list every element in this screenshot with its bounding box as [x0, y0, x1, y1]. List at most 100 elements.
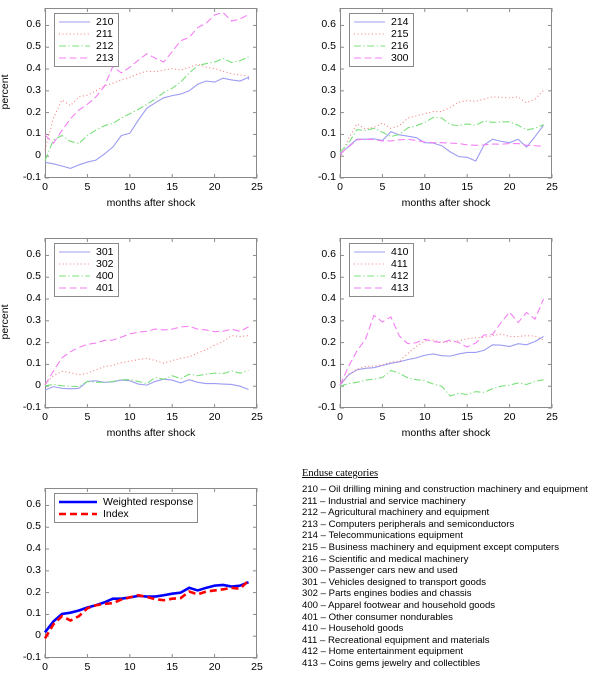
y-tick-label: 0.1 [26, 357, 41, 370]
y-tick-label: 0 [330, 149, 336, 162]
legend-item: 400 [58, 270, 114, 282]
x-tick-label: 15 [166, 411, 179, 423]
x-tick-label: 10 [123, 661, 136, 673]
y-tick-label: 0.3 [26, 563, 41, 576]
y-tick-label: 0.6 [26, 18, 41, 31]
legend-label: 412 [391, 270, 409, 282]
x-tick-label: 0 [42, 411, 48, 423]
legend[interactable]: 301 302 400 401 [54, 243, 119, 297]
x-tick-label: 25 [251, 661, 263, 673]
x-tick-label: 20 [208, 181, 221, 193]
x-axis-label: months after shock [106, 427, 196, 439]
legend-line-swatch [353, 247, 386, 257]
x-tick-label: 5 [84, 661, 91, 673]
legend-line-swatch [353, 29, 386, 39]
y-tick-label: 0 [35, 629, 41, 642]
x-tick-label: 15 [461, 181, 474, 193]
series-line-216 [339, 116, 544, 153]
x-tick-label: 0 [42, 661, 48, 673]
legend-item: 410 [353, 246, 409, 258]
legend-label: 302 [96, 258, 114, 270]
enduse-category-item: 210 – Oil drilling mining and constructi… [302, 484, 588, 495]
series-line-413 [339, 298, 545, 386]
series-line-411 [339, 333, 544, 387]
legend[interactable]: 410 411 412 413 [349, 243, 414, 297]
legend-item: 401 [58, 282, 114, 294]
legend-label: Index [103, 508, 129, 520]
enduse-categories-box: Enduse categories 210 – Oil drilling min… [302, 468, 600, 673]
enduse-categories-list: 210 – Oil drilling mining and constructi… [302, 484, 600, 670]
legend-item: 211 [58, 28, 114, 40]
legend-item: 300 [353, 52, 409, 64]
legend-item: 210 [58, 16, 114, 28]
legend-item: 411 [353, 258, 409, 270]
legend[interactable]: Weighted response Index [54, 493, 199, 523]
legend-line-swatch [353, 271, 386, 281]
panel-bottom-left: 0.6 0.5 0.4 0.3 0.2 0.1 0 -0.1 0 5 10 15 20 25 Weighte… [0, 460, 300, 673]
series-line-301 [44, 378, 249, 391]
legend-label: 300 [391, 52, 409, 64]
y-tick-label: 0.5 [321, 40, 336, 53]
y-tick-label: 0.3 [26, 83, 41, 96]
x-tick-label: 10 [123, 181, 136, 193]
panel-middle-left: 0.6 0.5 0.4 0.3 0.2 0.1 0 -0.1 0 5 10 15 20 25 percent… [0, 230, 300, 445]
legend-item: 412 [353, 270, 409, 282]
legend-item: 212 [58, 40, 114, 52]
legend[interactable]: 210 211 212 213 [54, 13, 119, 67]
series-line-212 [44, 56, 249, 161]
legend-line-swatch [353, 17, 386, 27]
y-tick-label: 0.2 [26, 335, 41, 348]
y-tick-label: 0.2 [26, 585, 41, 598]
y-tick-label: 0.6 [321, 248, 336, 261]
legend-line-swatch [58, 29, 91, 39]
enduse-category-item: 214 – Telecommunications equipment [302, 530, 463, 542]
legend[interactable]: 214 215 216 300 [349, 13, 414, 67]
y-tick-label: 0.1 [26, 127, 41, 140]
y-tick-label: 0.2 [321, 105, 336, 118]
legend-item: 213 [58, 52, 114, 64]
enduse-category-item: 300 – Passenger cars new and used [302, 565, 458, 577]
y-tick-label: 0.3 [26, 313, 41, 326]
legend-label: 413 [391, 282, 409, 294]
plot-lines [339, 8, 553, 179]
series-line-index [43, 579, 250, 640]
plot-lines [44, 238, 258, 409]
enduse-category-item: 401 – Other consumer nondurables [302, 611, 453, 623]
series-line-210 [44, 76, 250, 169]
enduse-category-item: 213 – Computers peripherals and semicond… [302, 518, 515, 530]
y-tick-label: 0.6 [26, 248, 41, 261]
legend-line-swatch [353, 53, 386, 63]
legend-label: 214 [391, 16, 409, 28]
y-tick-label: 0.4 [26, 62, 41, 75]
y-tick-label: 0 [330, 379, 336, 392]
y-tick-label: -0.1 [22, 401, 41, 413]
plot-lines [43, 488, 258, 659]
x-tick-label: 25 [546, 411, 558, 423]
enduse-categories-title: Enduse categories [302, 468, 379, 479]
x-tick-label: 20 [503, 181, 516, 193]
y-tick-label: -0.1 [317, 171, 336, 183]
enduse-category-item: 400 – Apparel footwear and household goo… [302, 599, 496, 611]
legend-label: 301 [96, 246, 114, 258]
enduse-category-item: 412 – Home entertainment equipment [302, 646, 464, 658]
legend-line-swatch [58, 283, 91, 293]
x-tick-label: 10 [418, 181, 431, 193]
y-tick-label: 0.4 [26, 292, 41, 305]
y-tick-label: 0.5 [26, 40, 41, 53]
legend-line-swatch [58, 509, 98, 519]
y-tick-label: 0.3 [321, 313, 336, 326]
y-tick-label: 0.2 [26, 105, 41, 118]
x-tick-label: 15 [166, 181, 179, 193]
legend-label: 211 [96, 28, 113, 40]
legend-line-swatch [58, 259, 91, 269]
legend-line-swatch [58, 17, 91, 27]
x-tick-label: 25 [251, 181, 263, 193]
x-tick-label: 25 [251, 411, 263, 423]
plot-lines [339, 238, 553, 409]
x-axis-label: months after shock [401, 427, 491, 439]
y-axis-label: percent [0, 74, 11, 110]
legend-item: 413 [353, 282, 409, 294]
series-line-weighted-response [43, 580, 250, 634]
enduse-category-item: 413 – Coins gems jewelry and collectible… [302, 657, 481, 669]
y-axis-label: percent [0, 304, 11, 340]
